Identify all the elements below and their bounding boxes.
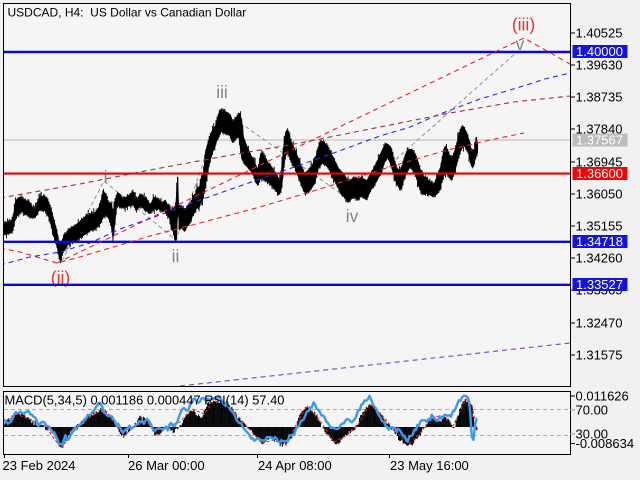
svg-text:70.00: 70.00 (576, 403, 609, 418)
svg-text:24 Apr 08:00: 24 Apr 08:00 (258, 458, 332, 473)
svg-text:-0.008634: -0.008634 (576, 436, 635, 451)
svg-text:iii: iii (216, 82, 228, 102)
svg-text:1.34718: 1.34718 (576, 234, 623, 249)
svg-text:30.00: 30.00 (576, 427, 609, 442)
svg-text:i: i (104, 167, 108, 187)
svg-text:1.40525: 1.40525 (576, 26, 623, 41)
svg-text:1.37567: 1.37567 (576, 133, 623, 148)
svg-text:23 Feb 2024: 23 Feb 2024 (3, 458, 76, 473)
svg-text:1.32470: 1.32470 (576, 316, 623, 331)
svg-text:USDCAD, H4: US Dollar vs Cana: USDCAD, H4: US Dollar vs Canadian Dollar (8, 6, 247, 20)
svg-text:ii: ii (172, 246, 180, 266)
svg-text:iv: iv (346, 206, 359, 226)
svg-text:1.40000: 1.40000 (576, 44, 623, 59)
svg-text:1.37840: 1.37840 (576, 122, 623, 137)
svg-text:1.31575: 1.31575 (576, 348, 623, 363)
svg-text:1.36600: 1.36600 (576, 166, 623, 181)
svg-text:1.39630: 1.39630 (576, 58, 623, 73)
svg-text:(iii): (iii) (512, 15, 535, 35)
svg-text:23 May 16:00: 23 May 16:00 (390, 458, 469, 473)
svg-text:MACD(5,34,5) 0.001186 0.000447: MACD(5,34,5) 0.001186 0.000447 RSI(14) 5… (5, 393, 285, 408)
svg-text:1.34260: 1.34260 (576, 251, 623, 266)
svg-text:v: v (516, 34, 525, 54)
svg-text:1.36945: 1.36945 (576, 155, 623, 170)
svg-text:1.36050: 1.36050 (576, 187, 623, 202)
svg-text:1.35155: 1.35155 (576, 219, 623, 234)
svg-text:0.011626: 0.011626 (576, 389, 629, 404)
svg-text:(ii): (ii) (51, 268, 70, 288)
svg-text:1.38735: 1.38735 (576, 90, 623, 105)
svg-text:26 Mar 00:00: 26 Mar 00:00 (128, 458, 205, 473)
svg-text:1.33527: 1.33527 (576, 277, 623, 292)
